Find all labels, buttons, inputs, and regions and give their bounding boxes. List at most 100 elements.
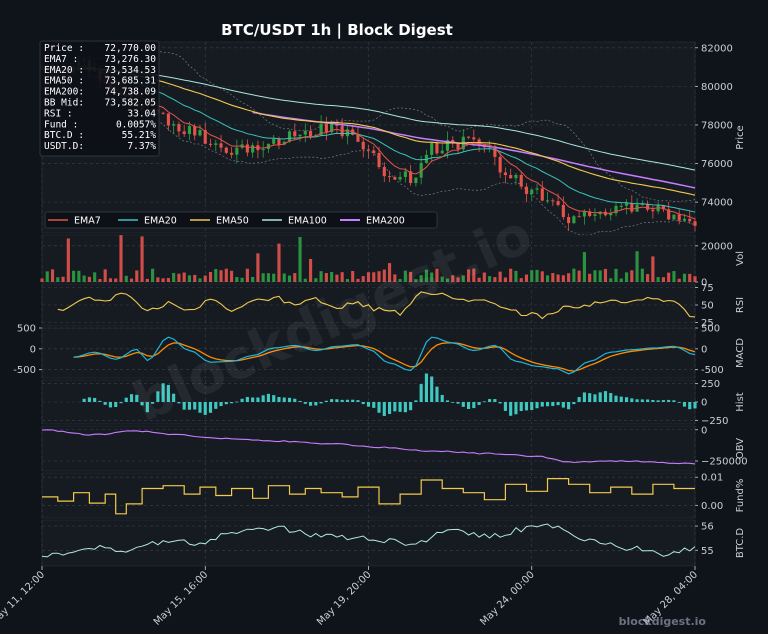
macd-hist-bar (135, 394, 139, 402)
volume-bar (646, 274, 650, 282)
macd-hist-bar (661, 400, 665, 402)
info-value: 73,582.05 (105, 98, 156, 109)
macd-hist-bar (430, 376, 434, 402)
candle-body (588, 211, 592, 216)
volume-bar (177, 273, 181, 282)
candle-body (372, 150, 376, 153)
candle-body (393, 177, 397, 180)
macd-ytick-label-left-1: 0 (30, 344, 36, 355)
macd-ytick-label-left-0: -500 (13, 365, 36, 376)
macd-hist-bar (393, 402, 397, 412)
macd-hist-bar (466, 402, 471, 409)
volume-bar (98, 279, 102, 282)
macd-hist-bar (498, 402, 502, 404)
info-value: 73,276.30 (105, 54, 157, 65)
volume-bar (461, 275, 465, 282)
candle-body (377, 152, 381, 168)
volume-bar (335, 274, 339, 282)
macd-hist-bar (588, 393, 592, 402)
volume-bar (519, 278, 523, 282)
candle-body (214, 143, 218, 145)
volume-bar (530, 270, 534, 282)
macd-hist-bar (82, 398, 86, 402)
macd-hist-bar (98, 400, 102, 402)
volume-bar (403, 270, 407, 282)
legend-label: EMA7 (74, 216, 101, 227)
candle-body (630, 203, 634, 212)
macd-hist-bar (630, 398, 634, 402)
macd-hist-bar (693, 402, 697, 409)
candle-body (361, 141, 365, 150)
candle-body (430, 142, 434, 155)
volume-bar (272, 273, 276, 282)
macd-hist-bar (509, 402, 513, 416)
fund-panel: 0.00 0.01 Fund% (41, 472, 746, 519)
candle-body (545, 200, 550, 202)
macd-hist-bar (603, 391, 608, 402)
volume-bar (108, 278, 113, 282)
macd-hist-bar (624, 397, 629, 402)
volume-bar (430, 272, 434, 282)
info-value: 7.37% (127, 141, 156, 152)
macd-hist-bar (556, 402, 560, 406)
volume-bar (609, 278, 613, 282)
info-value: 0.0057% (116, 119, 156, 130)
volume-bar (387, 263, 392, 282)
macd-hist-bar (87, 397, 91, 402)
info-value: 73,685.31 (105, 76, 157, 87)
price-ylabel: Price (735, 125, 746, 149)
macd-hist-bar (235, 401, 239, 403)
hist-ytick-label-1: 0 (701, 398, 707, 409)
volume-bar (445, 278, 450, 282)
volume-bar (93, 272, 97, 282)
volume-bar (677, 278, 681, 282)
macd-hist-bar (335, 399, 339, 402)
volume-bar (556, 274, 560, 282)
macd-hist-bar (572, 402, 576, 405)
candle-body (208, 143, 213, 145)
candle-body (514, 174, 518, 179)
volume-bar (309, 258, 313, 282)
price-ytick-label-4: 82000 (701, 43, 733, 54)
bollinger-upper (41, 49, 696, 202)
macd-hist-bar (403, 402, 407, 413)
macd-hist-bar (440, 394, 444, 402)
candle-body (672, 214, 676, 220)
macd-hist-bar (140, 402, 144, 406)
volume-bar (40, 278, 44, 282)
volume-bar (72, 270, 76, 282)
btcd-ytick-label-0: 55 (701, 546, 714, 557)
volume-bar (540, 271, 544, 282)
volume-bar (187, 275, 192, 282)
macd-hist-bar (266, 393, 271, 402)
brand-label: blockdigest.io (619, 615, 707, 628)
macd-hist-bar (187, 402, 192, 410)
info-value: 33.04 (127, 108, 156, 119)
volume-bar (377, 271, 381, 282)
macd-hist-bar (93, 397, 97, 402)
volume-bar (661, 277, 665, 282)
candle-body (261, 149, 265, 151)
candle-body (424, 154, 428, 163)
info-label: EMA7 : (44, 54, 78, 65)
info-label: USDT.D: (44, 141, 84, 152)
candle-body (366, 149, 371, 151)
macd-hist-bar (451, 402, 455, 403)
macd-hist-bar (198, 402, 202, 413)
volume-bar (635, 251, 639, 282)
candle-body (640, 204, 644, 206)
macd-hist-bar (677, 402, 681, 403)
macd-hist-bar (377, 402, 381, 413)
macd-hist-bar (356, 400, 360, 402)
candle-body (540, 188, 544, 201)
candle-body (382, 167, 386, 177)
candle-body (193, 126, 197, 136)
macd-hist-bar (593, 394, 597, 402)
candle-body (524, 186, 529, 194)
candle-body (187, 126, 192, 135)
info-box-background (39, 40, 160, 157)
macd-hist-bar (145, 402, 149, 413)
macd-hist-bar (382, 402, 386, 416)
macd-hist-bar (261, 395, 265, 402)
